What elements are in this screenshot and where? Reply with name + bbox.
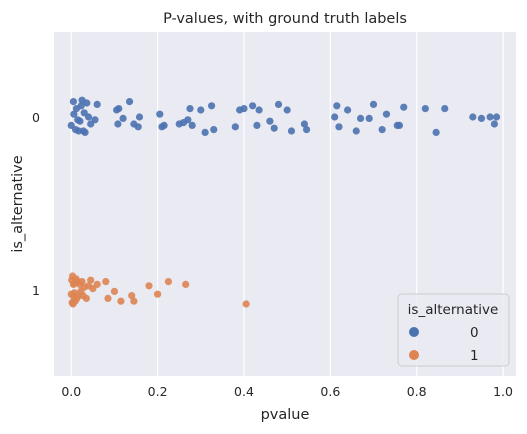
data-point-series-0	[83, 99, 91, 107]
data-point-series-0	[76, 117, 84, 125]
data-point-series-0	[365, 114, 373, 122]
data-point-series-0	[134, 123, 142, 131]
chart-title: P-values, with ground truth labels	[163, 11, 407, 27]
y-tick-labels: 01	[32, 110, 40, 298]
data-point-series-0	[77, 102, 85, 110]
data-point-series-1	[164, 278, 173, 286]
data-point-series-0	[207, 102, 216, 110]
data-point-series-0	[70, 110, 78, 118]
legend-box	[397, 293, 510, 367]
data-point-series-1	[117, 297, 125, 305]
data-point-series-0	[274, 100, 283, 108]
data-point-series-0	[492, 113, 501, 121]
data-point-series-0	[186, 105, 194, 113]
data-point-series-0	[156, 110, 164, 118]
data-point-series-0	[249, 102, 257, 110]
data-point-series-0	[382, 110, 391, 118]
data-point-series-0	[114, 120, 122, 128]
data-point-series-0	[421, 105, 429, 113]
data-point-series-0	[352, 127, 360, 135]
x-tick-label: 0.0	[61, 384, 81, 399]
data-point-series-0	[231, 123, 239, 131]
data-point-series-1	[102, 278, 110, 286]
data-point-series-0	[469, 113, 477, 121]
data-point-series-1	[154, 290, 162, 298]
data-point-series-0	[84, 113, 93, 121]
x-tick-label: 0.8	[407, 384, 427, 399]
data-point-series-0	[201, 128, 209, 136]
data-point-series-0	[287, 127, 296, 135]
data-point-series-1	[130, 297, 138, 305]
y-tick-label: 1	[32, 283, 40, 298]
data-point-series-0	[300, 120, 309, 128]
data-point-series-0	[115, 105, 123, 113]
data-point-series-0	[432, 128, 440, 136]
data-point-series-0	[210, 126, 218, 134]
data-point-series-1	[78, 278, 86, 286]
data-point-series-0	[331, 113, 339, 121]
data-point-series-0	[400, 103, 408, 111]
data-point-series-0	[125, 98, 134, 106]
data-point-series-0	[197, 106, 205, 114]
data-point-series-0	[369, 100, 378, 108]
data-point-series-0	[93, 100, 101, 108]
x-tick-label: 1.0	[493, 384, 513, 399]
data-point-series-0	[81, 128, 89, 136]
data-point-series-0	[91, 116, 99, 124]
data-point-series-0	[69, 98, 78, 106]
x-tick-label: 0.4	[234, 384, 254, 399]
data-point-series-0	[255, 106, 263, 114]
data-points	[67, 96, 501, 308]
y-axis-label: is_alternative	[10, 155, 26, 252]
data-point-series-0	[283, 106, 291, 114]
y-tick-label: 0	[32, 110, 40, 125]
data-point-series-1	[110, 287, 119, 295]
data-point-series-0	[302, 126, 311, 134]
data-point-series-0	[356, 114, 365, 122]
data-point-series-1	[104, 294, 112, 302]
data-point-series-0	[333, 102, 341, 110]
data-point-series-0	[270, 124, 278, 132]
data-point-series-1	[145, 282, 153, 290]
data-point-series-1	[182, 280, 190, 288]
x-tick-labels: 0.0 0.2 0.4 0.6 0.8 1.0	[61, 384, 513, 399]
data-point-series-1	[93, 280, 101, 288]
legend-title: is_alternative	[408, 302, 499, 318]
data-point-series-0	[335, 123, 343, 131]
legend-label-0: 0	[470, 325, 479, 341]
data-point-series-1	[128, 292, 136, 300]
x-tick-label: 0.6	[320, 384, 340, 399]
data-point-series-0	[184, 116, 192, 124]
legend-label-1: 1	[470, 348, 479, 364]
data-point-series-0	[441, 105, 449, 113]
data-point-series-0	[119, 114, 127, 122]
data-point-series-0	[188, 121, 196, 129]
data-point-series-0	[378, 126, 386, 134]
data-point-series-0	[266, 117, 274, 125]
legend-marker-1	[409, 350, 419, 360]
data-point-series-0	[395, 121, 404, 129]
data-point-series-0	[160, 121, 168, 129]
data-point-series-0	[135, 113, 144, 121]
data-point-series-1	[82, 294, 90, 302]
x-axis-label: pvalue	[261, 407, 310, 423]
legend-marker-0	[409, 327, 419, 337]
x-tick-label: 0.2	[148, 384, 168, 399]
data-point-series-0	[490, 120, 499, 128]
data-point-series-1	[242, 300, 250, 308]
legend: is_alternative 0 1	[397, 293, 510, 367]
data-point-series-0	[253, 121, 261, 129]
data-point-series-0	[344, 106, 352, 114]
data-point-series-0	[477, 114, 486, 122]
data-point-series-0	[240, 105, 248, 113]
data-point-series-0	[486, 113, 494, 121]
data-point-series-1	[87, 276, 95, 284]
